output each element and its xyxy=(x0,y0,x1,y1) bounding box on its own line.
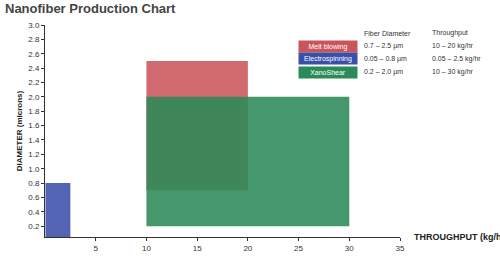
svg-text:Fiber Diameter: Fiber Diameter xyxy=(364,30,411,37)
svg-text:1.6: 1.6 xyxy=(28,121,40,130)
svg-text:0.8: 0.8 xyxy=(28,179,40,188)
svg-text:10: 10 xyxy=(142,244,151,253)
svg-text:10 – 30 kg/hr: 10 – 30 kg/hr xyxy=(432,68,474,76)
svg-text:0.05 – 0.8 µm: 0.05 – 0.8 µm xyxy=(364,55,407,63)
svg-text:Electrospinning: Electrospinning xyxy=(304,55,352,63)
svg-text:1.8: 1.8 xyxy=(28,107,40,116)
svg-text:2.2: 2.2 xyxy=(28,78,40,87)
svg-text:DIAMETER (microns): DIAMETER (microns) xyxy=(15,90,24,171)
svg-text:0.2 – 2.0 µm: 0.2 – 2.0 µm xyxy=(364,68,403,76)
svg-text:15: 15 xyxy=(193,244,202,253)
svg-text:0.7 – 2.5 µm: 0.7 – 2.5 µm xyxy=(364,42,403,50)
svg-text:2.8: 2.8 xyxy=(28,35,40,44)
svg-text:Melt blowing: Melt blowing xyxy=(308,43,347,51)
svg-text:2.0: 2.0 xyxy=(28,93,40,102)
svg-text:0.4: 0.4 xyxy=(28,208,40,217)
svg-text:0.6: 0.6 xyxy=(28,193,40,202)
svg-text:30: 30 xyxy=(345,244,354,253)
svg-text:25: 25 xyxy=(294,244,303,253)
svg-text:5: 5 xyxy=(93,244,98,253)
svg-text:Throughput: Throughput xyxy=(432,29,468,37)
svg-text:0.2: 0.2 xyxy=(28,222,40,231)
svg-text:0.05 – 2.5 kg/hr: 0.05 – 2.5 kg/hr xyxy=(432,55,481,63)
svg-text:1.4: 1.4 xyxy=(28,136,40,145)
svg-text:2.4: 2.4 xyxy=(28,64,40,73)
svg-text:20: 20 xyxy=(243,244,252,253)
svg-text:35: 35 xyxy=(396,244,405,253)
svg-text:10 – 20 kg/hr: 10 – 20 kg/hr xyxy=(432,42,474,50)
svg-text:THROUGHPUT (kg/hr): THROUGHPUT (kg/hr) xyxy=(414,232,500,242)
svg-text:1.2: 1.2 xyxy=(28,150,40,159)
svg-text:Nanofiber Production Chart: Nanofiber Production Chart xyxy=(5,1,176,16)
svg-text:1.0: 1.0 xyxy=(28,165,40,174)
svg-text:3.0: 3.0 xyxy=(28,21,40,30)
svg-text:XanoShear: XanoShear xyxy=(310,69,346,76)
svg-text:2.6: 2.6 xyxy=(28,50,40,59)
